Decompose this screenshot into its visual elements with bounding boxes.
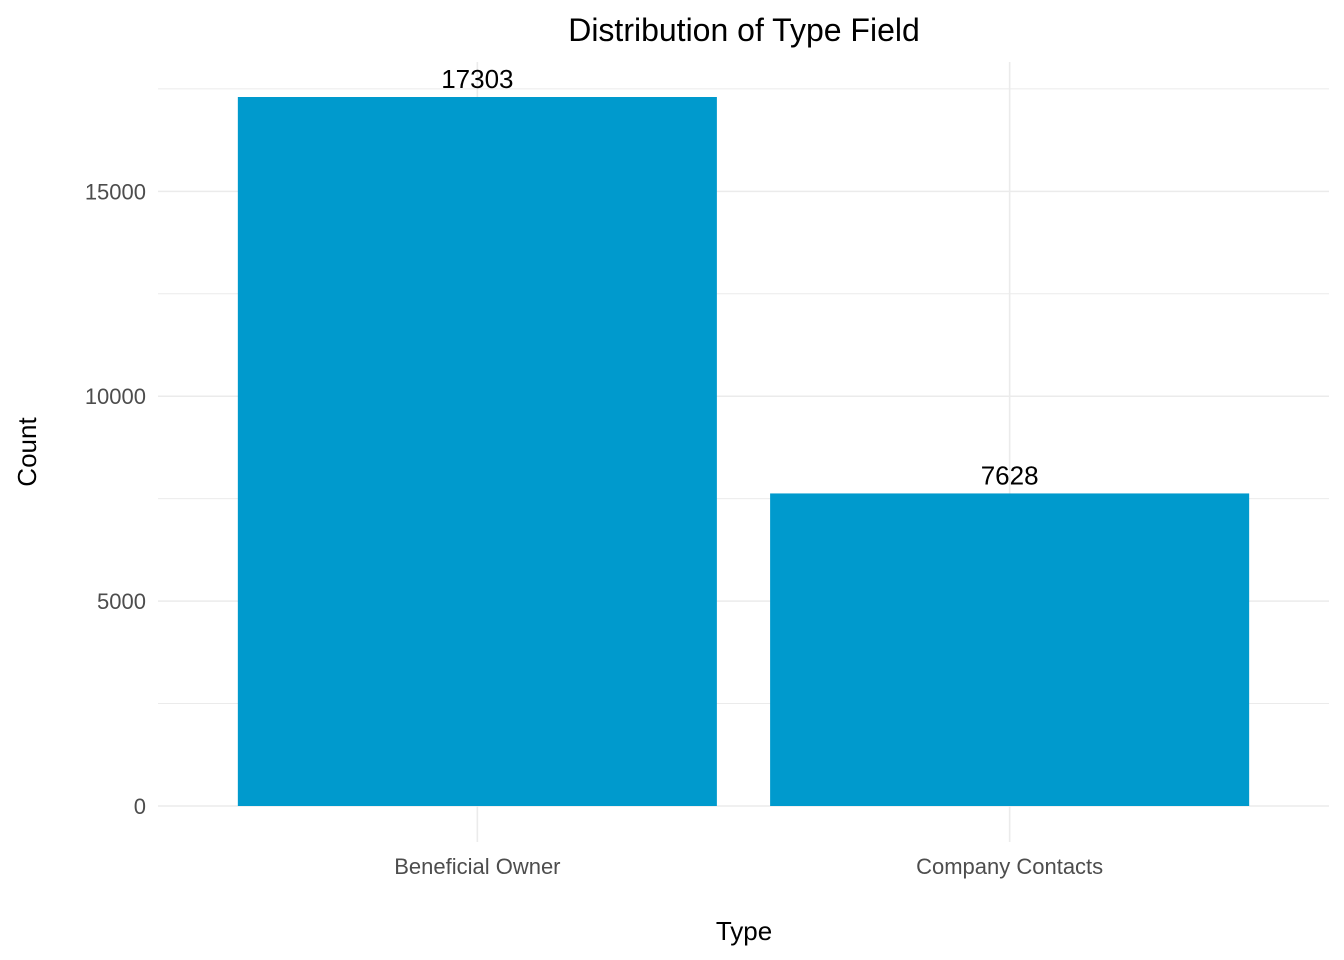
y-tick-label: 0 <box>134 794 146 819</box>
y-tick-label: 5000 <box>97 589 146 614</box>
bar-beneficial-owner <box>237 97 717 806</box>
x-axis-ticks: Beneficial Owner Company Contacts <box>394 854 1103 879</box>
x-axis-title: Type <box>716 916 772 946</box>
y-tick-label: 15000 <box>85 179 146 204</box>
y-axis-title: Count <box>12 417 42 487</box>
bars <box>237 97 1250 806</box>
data-label: 17303 <box>441 64 513 94</box>
data-label: 7628 <box>981 460 1039 490</box>
chart-title: Distribution of Type Field <box>568 12 920 48</box>
bar-company-contacts <box>770 493 1250 806</box>
y-tick-label: 10000 <box>85 384 146 409</box>
y-axis-ticks: 0 5000 10000 15000 <box>85 179 146 819</box>
x-tick-label: Beneficial Owner <box>394 854 560 879</box>
data-labels: 17303 7628 <box>441 64 1038 490</box>
x-tick-label: Company Contacts <box>916 854 1103 879</box>
